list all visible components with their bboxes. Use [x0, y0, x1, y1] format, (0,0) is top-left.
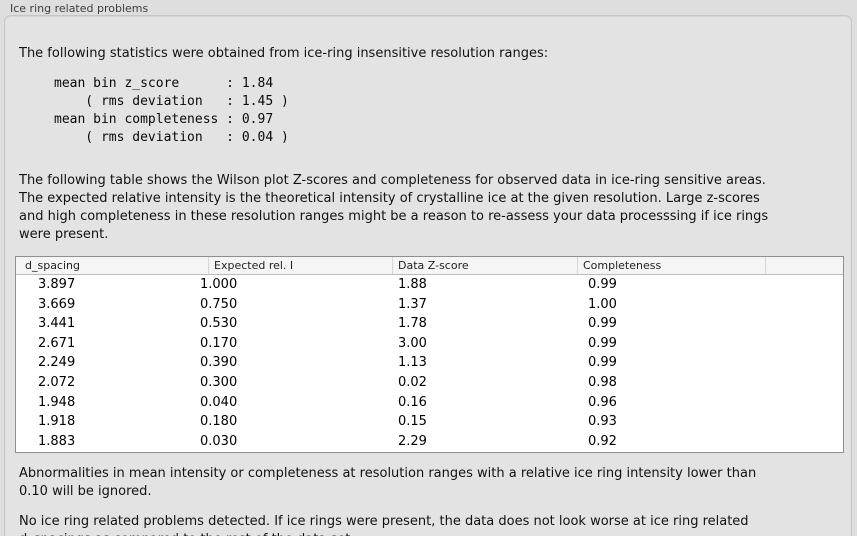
table-cell: 0.16 [398, 394, 427, 410]
table-header: d_spacing Expected rel. I Data Z-score C… [16, 257, 843, 275]
table-cell: 2.29 [398, 433, 427, 449]
ice-ring-table: d_spacing Expected rel. I Data Z-score C… [15, 256, 844, 453]
ice-ring-group-box: The following statistics were obtained f… [4, 15, 852, 536]
table-cell: 1.00 [588, 296, 617, 312]
table-cell: 1.948 [38, 394, 76, 410]
table-row[interactable]: 1.948 0.040 0.16 0.96 [16, 393, 843, 413]
table-cell: 0.030 [200, 433, 238, 449]
table-row[interactable]: 3.669 0.750 1.37 1.00 [16, 295, 843, 315]
stats-block: mean bin z_score : 1.84 ( rms deviation … [54, 76, 289, 145]
table-cell: 0.99 [588, 335, 617, 351]
table-cell: 0.92 [588, 433, 617, 449]
table-cell: 1.883 [38, 433, 76, 449]
table-cell: 0.02 [398, 374, 427, 390]
intro-text: The following statistics were obtained f… [19, 46, 549, 61]
table-cell: 0.96 [588, 394, 617, 410]
table-cell: 0.300 [200, 374, 238, 390]
table-cell: 0.040 [200, 394, 238, 410]
table-cell: 0.530 [200, 316, 238, 332]
table-cell: 3.441 [38, 316, 76, 332]
table-cell: 0.750 [200, 296, 238, 312]
table-cell: 0.99 [588, 316, 617, 332]
column-header-d-spacing[interactable]: d_spacing [25, 259, 80, 272]
table-cell: 2.249 [38, 355, 76, 371]
panel-title: Ice ring related problems [10, 2, 149, 15]
table-cell: 0.390 [200, 355, 238, 371]
ignore-note-text: Abnormalities in mean intensity or compl… [19, 466, 757, 499]
table-cell: 1.88 [398, 277, 427, 292]
table-cell: 0.180 [200, 414, 238, 430]
table-cell: 1.918 [38, 414, 76, 430]
table-row[interactable]: 1.883 0.030 2.29 0.92 [16, 432, 843, 452]
table-cell: 0.99 [588, 277, 617, 292]
table-cell: 0.93 [588, 414, 617, 430]
table-cell: 3.669 [38, 296, 76, 312]
column-header-empty [765, 257, 841, 274]
table-cell: 0.170 [200, 335, 238, 351]
description-text: The following table shows the Wilson plo… [19, 173, 769, 242]
table-cell: 3.00 [398, 335, 427, 351]
table-cell: 2.671 [38, 335, 76, 351]
table-cell: 1.78 [398, 316, 427, 332]
table-cell: 1.000 [200, 277, 238, 292]
table-cell: 0.15 [398, 414, 427, 430]
table-body: 3.897 1.000 1.88 0.99 3.669 0.750 1.37 1.00 3.44… [16, 275, 843, 452]
table-cell: 1.13 [398, 355, 427, 371]
table-row[interactable]: 1.918 0.180 0.15 0.93 [16, 412, 843, 432]
column-header-completeness[interactable]: Completeness [577, 257, 765, 274]
table-row[interactable]: 2.072 0.300 0.02 0.98 [16, 373, 843, 393]
table-cell: 3.897 [38, 277, 76, 292]
table-cell: 2.072 [38, 374, 76, 390]
conclusion-text: No ice ring related problems detected. I… [19, 514, 749, 536]
column-header-data-z-score[interactable]: Data Z-score [392, 257, 577, 274]
table-row[interactable]: 2.249 0.390 1.13 0.99 [16, 353, 843, 373]
table-cell: 0.99 [588, 355, 617, 371]
table-cell: 1.37 [398, 296, 427, 312]
table-cell: 0.98 [588, 374, 617, 390]
table-row[interactable]: 2.671 0.170 3.00 0.99 [16, 334, 843, 354]
table-row[interactable]: 3.441 0.530 1.78 0.99 [16, 314, 843, 334]
column-header-expected-rel-i[interactable]: Expected rel. I [208, 257, 392, 274]
table-row[interactable]: 3.897 1.000 1.88 0.99 [16, 275, 843, 295]
